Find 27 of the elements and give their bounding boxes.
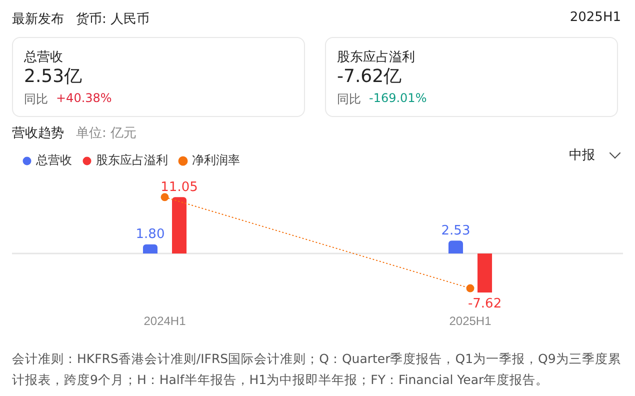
text: -169.01% — [369, 91, 427, 105]
text: 2.53亿 — [24, 65, 82, 88]
text: 总营收 — [24, 49, 63, 66]
data-label: -7.62 — [468, 296, 502, 312]
data-label: 2.53 — [441, 224, 470, 239]
bar — [142, 244, 158, 254]
legend-label: 股东应占溢利 — [96, 153, 168, 168]
text: 会计准则：HKFRS香港会计准则/IFRS国际会计准则；Q：Quarter季度报告，Q1为一季报，Q9为三季度累计报表，跨度9个月；H：Half半年报告，H1为中报即半年报；FY：Financial Year年度报告。 — [12, 350, 622, 389]
text: 2025H1 — [570, 10, 621, 25]
legend-label: 净利润率 — [192, 153, 240, 168]
data-label: 1.80 — [136, 227, 165, 242]
text: -7.62亿 — [337, 65, 402, 88]
text: 同比 — [24, 91, 48, 108]
x-tick-label: 2024H1 — [144, 314, 186, 328]
bar — [172, 197, 187, 254]
chart-title: 营收趋势 — [12, 125, 64, 142]
text: 同比 — [337, 91, 361, 108]
legend-label: 总营收 — [35, 153, 72, 168]
text: +40.38% — [56, 91, 112, 105]
bar — [478, 254, 492, 292]
data-label: 11.05 — [160, 180, 198, 196]
bar — [448, 240, 463, 254]
text: 中报 — [569, 147, 595, 164]
text: 最新发布 — [12, 11, 64, 28]
text: 股东应占溢利 — [337, 49, 415, 66]
chart-subtitle: 单位: 亿元 — [76, 125, 137, 142]
text: 货币: 人民币 — [76, 11, 150, 28]
